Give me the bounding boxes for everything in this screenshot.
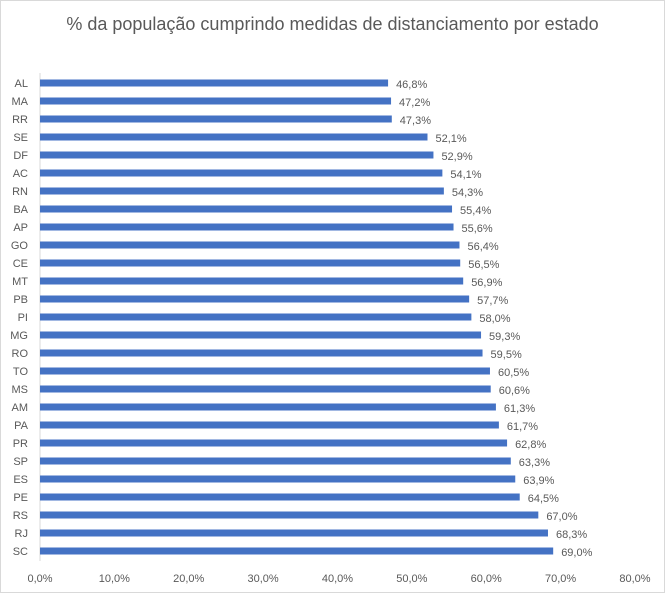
data-label: 59,3% [489, 331, 520, 343]
bar [40, 133, 428, 141]
data-label: 60,5% [498, 367, 529, 379]
bar [40, 421, 499, 429]
data-label: 56,4% [467, 241, 498, 253]
data-label: 61,7% [507, 421, 538, 433]
bar [40, 367, 490, 375]
y-tick-label: RS [13, 510, 28, 522]
data-label: 54,1% [450, 169, 481, 181]
y-tick-label: TO [13, 366, 29, 378]
x-tick-label: 10,0% [99, 573, 130, 585]
y-tick-label: PA [14, 420, 29, 432]
bar [40, 511, 539, 519]
y-tick-label: MS [12, 384, 29, 396]
bar [40, 457, 511, 465]
y-tick-label: RN [12, 186, 28, 198]
y-tick-label: AC [13, 168, 28, 180]
data-label: 47,2% [399, 97, 430, 109]
data-label: 57,7% [477, 295, 508, 307]
data-label: 69,0% [561, 547, 592, 559]
data-label: 56,5% [468, 259, 499, 271]
data-label: 47,3% [400, 115, 431, 127]
x-tick-label: 50,0% [396, 573, 427, 585]
bar [40, 439, 508, 447]
y-tick-label: PI [18, 312, 28, 324]
x-tick-label: 0,0% [27, 573, 52, 585]
y-tick-label: RO [12, 348, 29, 360]
y-tick-label: CE [13, 258, 28, 270]
data-label: 64,5% [528, 493, 559, 505]
data-label: 52,9% [441, 151, 472, 163]
y-tick-label: MT [12, 276, 28, 288]
y-tick-label: AP [13, 222, 28, 234]
x-tick-label: 60,0% [471, 573, 502, 585]
bar [40, 241, 460, 249]
y-tick-label: RJ [15, 528, 28, 540]
bar [40, 475, 516, 483]
bar [40, 349, 483, 357]
bar [40, 79, 389, 87]
y-tick-label: AL [15, 78, 28, 90]
data-label: 46,8% [396, 79, 427, 91]
bar [40, 493, 520, 501]
bar [40, 205, 453, 213]
bar [40, 529, 548, 537]
data-label: 61,3% [504, 403, 535, 415]
y-tick-label: AM [12, 402, 29, 414]
y-tick-label: MA [12, 96, 29, 108]
bar [40, 169, 443, 177]
chart-title: % da população cumprindo medidas de dist… [66, 14, 599, 34]
bar [40, 151, 434, 159]
y-tick-label: PE [13, 492, 28, 504]
bar [40, 331, 482, 339]
y-tick-label: PR [13, 438, 28, 450]
x-tick-label: 20,0% [173, 573, 204, 585]
data-label: 62,8% [515, 439, 546, 451]
y-tick-label: GO [11, 240, 29, 252]
bar [40, 223, 454, 231]
data-label: 67,0% [546, 511, 577, 523]
bar [40, 97, 392, 105]
data-label: 56,9% [471, 277, 502, 289]
x-tick-label: 70,0% [545, 573, 576, 585]
y-tick-label: MG [10, 330, 28, 342]
bar [40, 385, 491, 393]
data-label: 68,3% [556, 529, 587, 541]
data-label: 55,6% [462, 223, 493, 235]
data-label: 58,0% [479, 313, 510, 325]
y-tick-label: SE [13, 132, 28, 144]
y-tick-label: SC [13, 546, 28, 558]
y-tick-label: ES [13, 474, 28, 486]
bar [40, 295, 470, 303]
bar [40, 259, 461, 267]
y-tick-label: RR [12, 114, 28, 126]
bar [40, 403, 496, 411]
data-label: 60,6% [499, 385, 530, 397]
bar [40, 547, 554, 555]
y-tick-label: BA [13, 204, 28, 216]
y-tick-label: PB [13, 294, 28, 306]
bar [40, 277, 464, 285]
y-tick-label: DF [13, 150, 28, 162]
data-label: 52,1% [435, 133, 466, 145]
bar [40, 313, 472, 321]
data-label: 59,5% [491, 349, 522, 361]
x-tick-label: 80,0% [619, 573, 650, 585]
data-label: 55,4% [460, 205, 491, 217]
y-tick-label: SP [13, 456, 28, 468]
bar [40, 115, 392, 123]
bar [40, 187, 444, 195]
data-label: 63,9% [523, 475, 554, 487]
x-tick-label: 40,0% [322, 573, 353, 585]
data-label: 54,3% [452, 187, 483, 199]
x-tick-label: 30,0% [248, 573, 279, 585]
data-label: 63,3% [519, 457, 550, 469]
